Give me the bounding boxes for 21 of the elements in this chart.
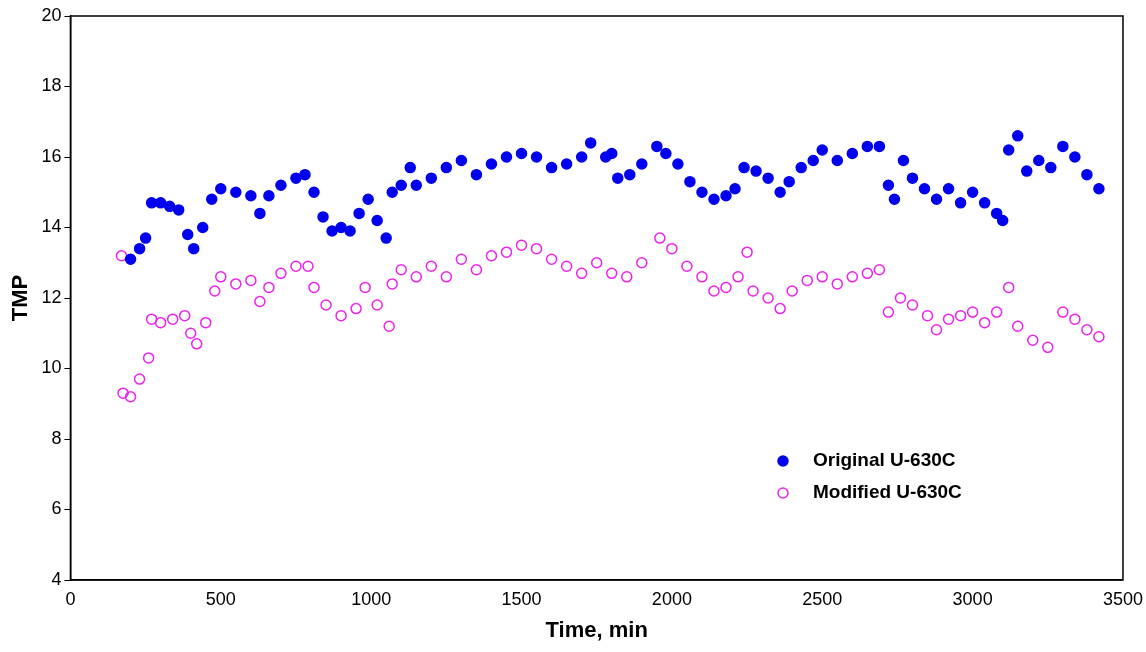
- legend-label: Modified U-630C: [812, 481, 963, 503]
- y-tick-label: 8: [51, 427, 62, 448]
- y-axis-title: TMP: [7, 274, 33, 322]
- x-axis-title: Time, min: [545, 616, 648, 642]
- y-tick-label: 12: [41, 286, 62, 307]
- legend-label: Original U-630C: [812, 449, 956, 471]
- y-tick-label: 6: [51, 498, 62, 519]
- y-tick-label: 16: [41, 145, 62, 166]
- x-tick-label: 3000: [952, 588, 993, 609]
- x-tick-label: 2000: [651, 588, 692, 609]
- x-tick-label: 0: [65, 588, 76, 609]
- y-tick-label: 18: [41, 75, 62, 96]
- x-tick-label: 1000: [351, 588, 392, 609]
- y-tick-label: 4: [51, 568, 62, 589]
- x-tick-label: 500: [205, 588, 236, 609]
- y-tick-label: 14: [41, 216, 62, 237]
- x-tick-label: 1500: [501, 588, 542, 609]
- x-tick-label: 2500: [802, 588, 843, 609]
- x-tick-label: 3500: [1102, 588, 1143, 609]
- y-tick-label: 20: [41, 4, 62, 25]
- y-tick-label: 10: [41, 357, 62, 378]
